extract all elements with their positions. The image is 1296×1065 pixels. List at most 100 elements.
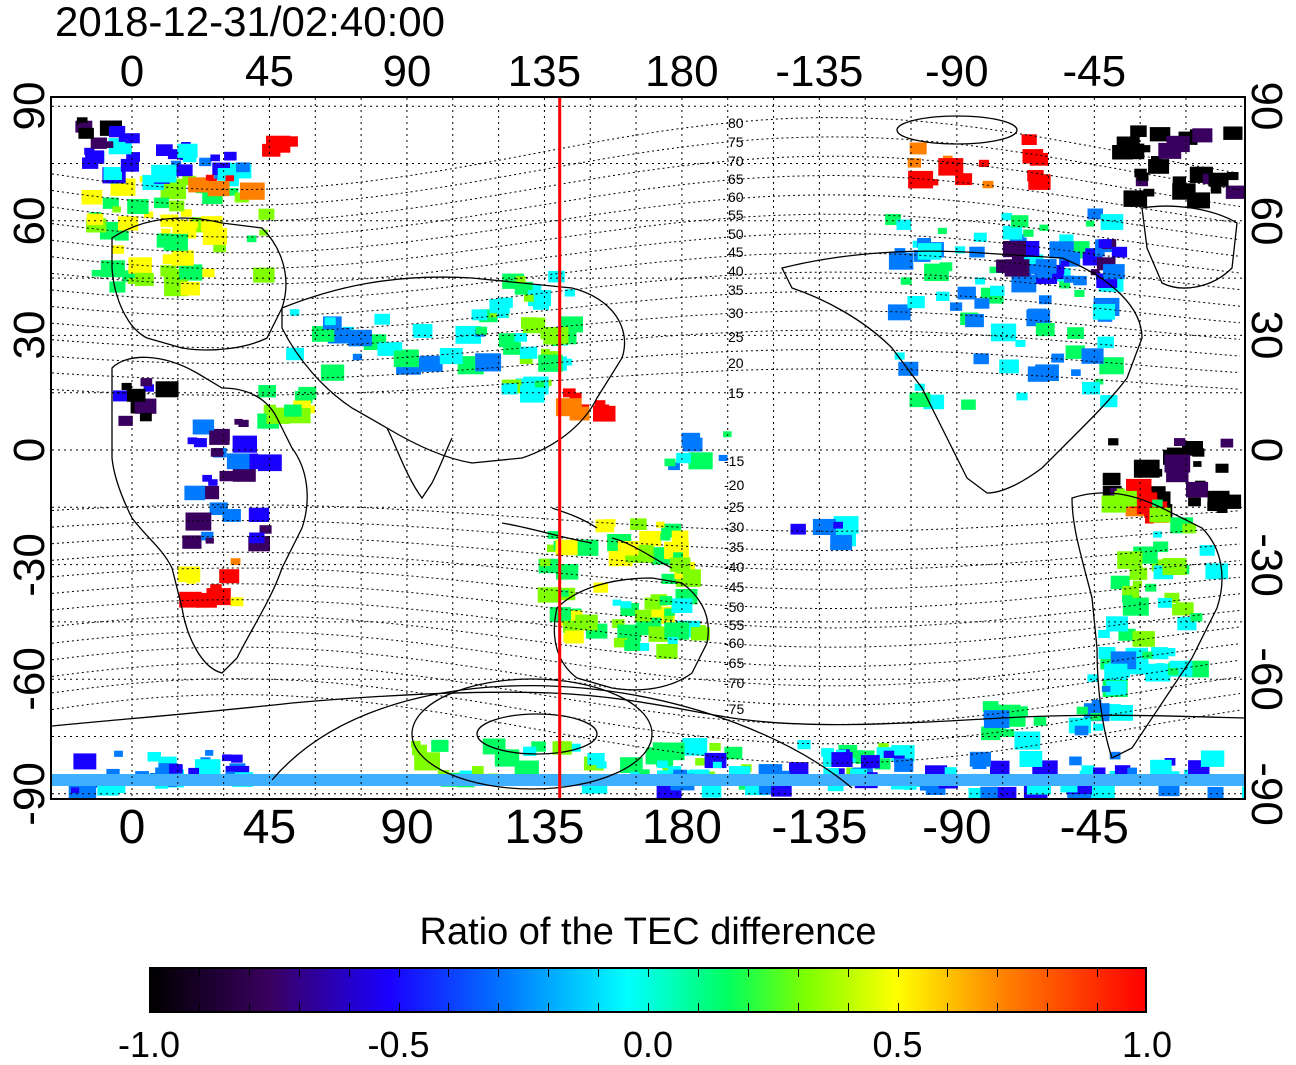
contour-label: -65 [724, 655, 744, 671]
tec-patch [1059, 280, 1071, 289]
tec-patch [1071, 369, 1081, 376]
tec-patch [990, 760, 1010, 775]
tec-patch [106, 768, 120, 779]
tec-patch-south-band [52, 774, 1244, 786]
mlat-contour [52, 155, 1241, 222]
tec-patch [682, 738, 708, 756]
tec-map: 80 75 70 65 60 55 50 45 40 35 30 25 20 15 -15 -20 -25 -30… [50, 96, 1246, 800]
tec-patch [1188, 497, 1201, 507]
tec-patch [289, 309, 300, 316]
mlat-contour [52, 535, 1241, 571]
tec-patch [1118, 628, 1136, 641]
tec-patch [118, 133, 131, 142]
coastline-africa [111, 356, 308, 674]
tec-patch [1060, 260, 1070, 267]
contour-label: 75 [728, 134, 744, 150]
tec-patch [169, 200, 185, 212]
tec-patch [519, 346, 538, 359]
coastline-antarctica [52, 691, 1244, 727]
tec-patch [537, 587, 560, 603]
tec-patch [1083, 703, 1110, 722]
tec-patch [471, 309, 488, 321]
tec-patch [112, 206, 121, 213]
right-lat-tick: 30 [1242, 310, 1291, 360]
tec-patch [112, 784, 126, 794]
tec-patch [1001, 212, 1013, 221]
tec-patch [205, 174, 214, 181]
tec-patch [885, 214, 901, 225]
tec-patch [1049, 241, 1074, 259]
top-lon-tick: 45 [244, 47, 294, 96]
tec-patch [253, 267, 275, 283]
tec-patch [833, 516, 859, 534]
tec-patch [718, 454, 728, 461]
tec-patch [324, 317, 336, 326]
colorbar-tick-label: -0.5 [367, 1024, 430, 1065]
tec-patch [888, 252, 914, 270]
tec-patch [1002, 225, 1023, 240]
tec-patch [160, 181, 187, 200]
tec-patch [894, 352, 905, 360]
tec-patch [1192, 128, 1213, 143]
tec-patch [126, 388, 146, 402]
tec-patch [639, 531, 662, 547]
tec-patch [284, 404, 302, 417]
tec-patch [209, 430, 230, 445]
tec-patch [126, 152, 140, 162]
tec-patch [980, 786, 998, 798]
tec-patch [1136, 172, 1149, 181]
tec-patch [412, 744, 428, 756]
tec-patch [224, 151, 237, 161]
tec-patch [205, 537, 214, 544]
tec-patch [71, 787, 80, 794]
tec-patch [1129, 567, 1148, 580]
colorbar-minor-tick [697, 967, 699, 977]
mlat-contour [52, 252, 1241, 301]
tec-patch [90, 137, 107, 149]
contour-label: 35 [728, 282, 744, 298]
tec-patch [167, 149, 183, 160]
tec-patch [1038, 295, 1052, 305]
tec-patch [790, 523, 806, 535]
colorbar-minor-tick [947, 1003, 949, 1013]
tec-patch [1223, 126, 1243, 140]
mlat-contour [52, 678, 1241, 745]
colorbar-tick-label: 0.5 [872, 1024, 923, 1065]
colorbar-minor-tick [747, 1003, 749, 1013]
colorbar-minor-tick [198, 967, 200, 977]
tec-patch [222, 754, 232, 762]
tec-patch [937, 227, 947, 235]
tec-patch [1065, 345, 1085, 359]
tec-patch [1151, 468, 1163, 477]
tec-patch [907, 296, 925, 309]
tec-patch [1087, 674, 1098, 682]
colorbar-minor-tick [1047, 967, 1049, 977]
tec-patch [1153, 531, 1162, 538]
mlat-contour [52, 136, 1241, 206]
contour-label: 25 [728, 329, 744, 345]
tec-patch [258, 385, 276, 398]
tec-patch [139, 413, 152, 422]
tec-patch [232, 435, 257, 453]
tec-patch [688, 452, 713, 470]
tec-patch [1074, 289, 1085, 297]
tec-patch [390, 342, 403, 351]
tec-patch [1101, 686, 1111, 692]
tec-patch [1098, 239, 1112, 249]
tec-patch [659, 596, 673, 605]
tec-patch [475, 353, 502, 372]
tec-patch [1135, 177, 1148, 187]
tec-patch [199, 157, 212, 167]
tec-patch [419, 355, 443, 372]
colorbar-minor-tick [1097, 1003, 1099, 1013]
tec-patch [1110, 575, 1130, 590]
tec-patch [103, 141, 114, 148]
magnetic-latitude-contours [52, 117, 1241, 764]
tec-patch [210, 448, 224, 457]
colorbar-tick-label: -1.0 [117, 1024, 181, 1065]
tec-patch [207, 181, 230, 197]
contour-labels: 80 75 70 65 60 55 50 45 40 35 30 25 20 15 -15 -20 -25 -30… [724, 115, 744, 717]
contour-label: 40 [728, 263, 744, 279]
tec-patch [475, 326, 488, 335]
coastlines [52, 205, 1244, 759]
